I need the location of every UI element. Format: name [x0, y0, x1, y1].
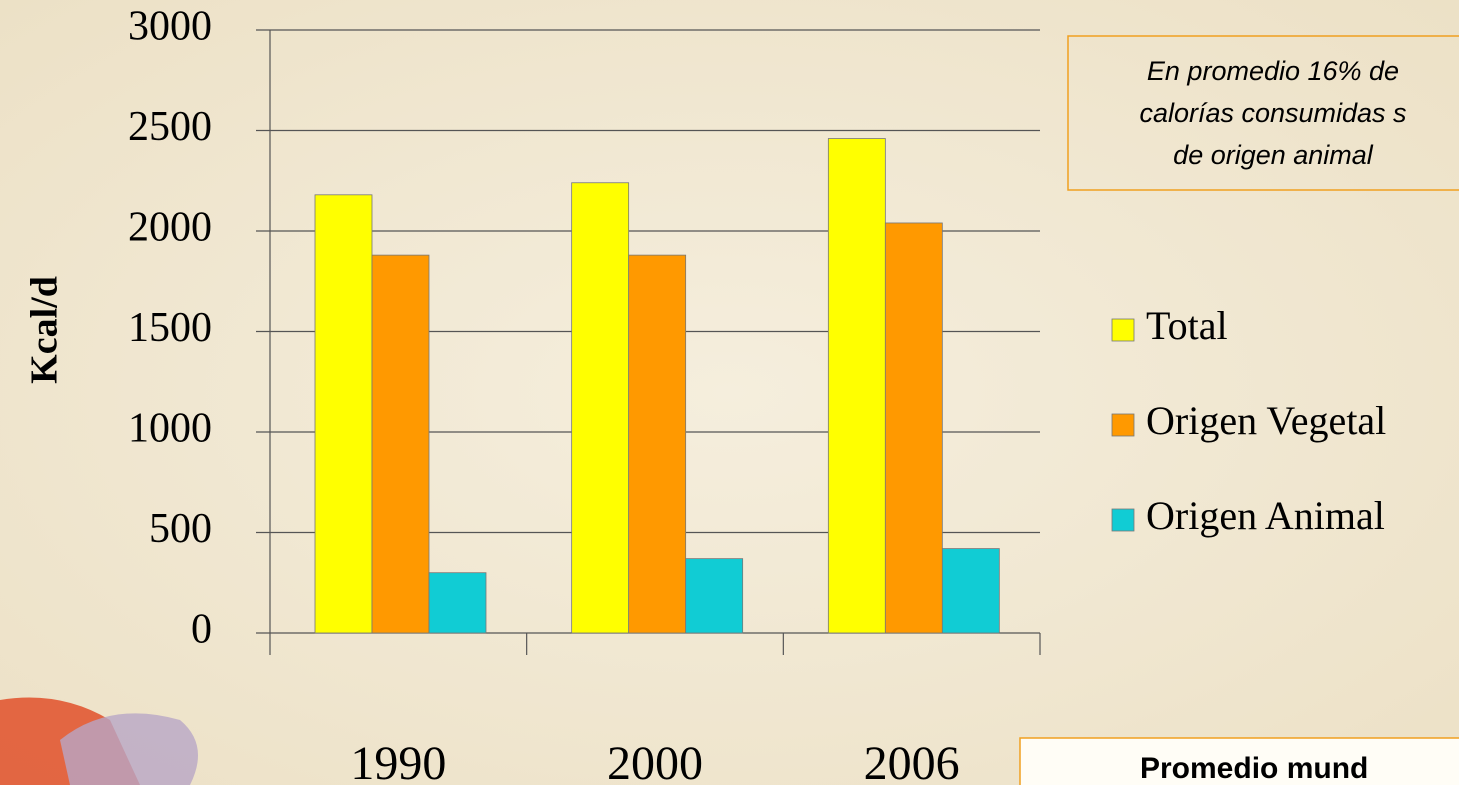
y-axis-label: Kcal/d: [24, 276, 66, 384]
bar: [571, 182, 630, 634]
x-tick-label: 2006: [864, 737, 960, 785]
y-tick-label: 2500: [128, 104, 212, 150]
annotation-text: En promedio 16% de: [1147, 56, 1399, 86]
bar: [371, 254, 430, 634]
y-tick-label: 2000: [128, 205, 212, 251]
bar: [827, 138, 886, 634]
decoration: [60, 713, 198, 785]
y-tick-label: 1000: [128, 406, 212, 452]
y-tick-label: 1500: [128, 305, 212, 351]
annotation-text: calorías consumidas s: [1139, 98, 1406, 128]
y-tick-label: 3000: [128, 4, 212, 50]
legend-swatch: [1111, 318, 1135, 342]
y-tick-label: 500: [149, 506, 212, 552]
legend-swatch: [1111, 508, 1135, 532]
bar: [428, 572, 487, 634]
bar: [628, 254, 687, 634]
legend-label: Total: [1146, 303, 1228, 348]
legend-label: Origen Vegetal: [1146, 398, 1386, 443]
legend-label: Origen Animal: [1146, 493, 1385, 538]
legend-swatch: [1111, 413, 1135, 437]
annotation-box: [1067, 35, 1459, 191]
footer-box: [1019, 737, 1459, 785]
annotation-text: de origen animal: [1173, 140, 1374, 170]
bar: [941, 548, 1000, 634]
footer-text: Promedio mund: [1140, 752, 1368, 785]
y-tick-label: 0: [191, 607, 212, 653]
bar: [884, 222, 943, 634]
bar: [314, 194, 373, 634]
bar: [685, 558, 744, 634]
x-tick-label: 1990: [350, 737, 446, 785]
x-tick-label: 2000: [607, 737, 703, 785]
